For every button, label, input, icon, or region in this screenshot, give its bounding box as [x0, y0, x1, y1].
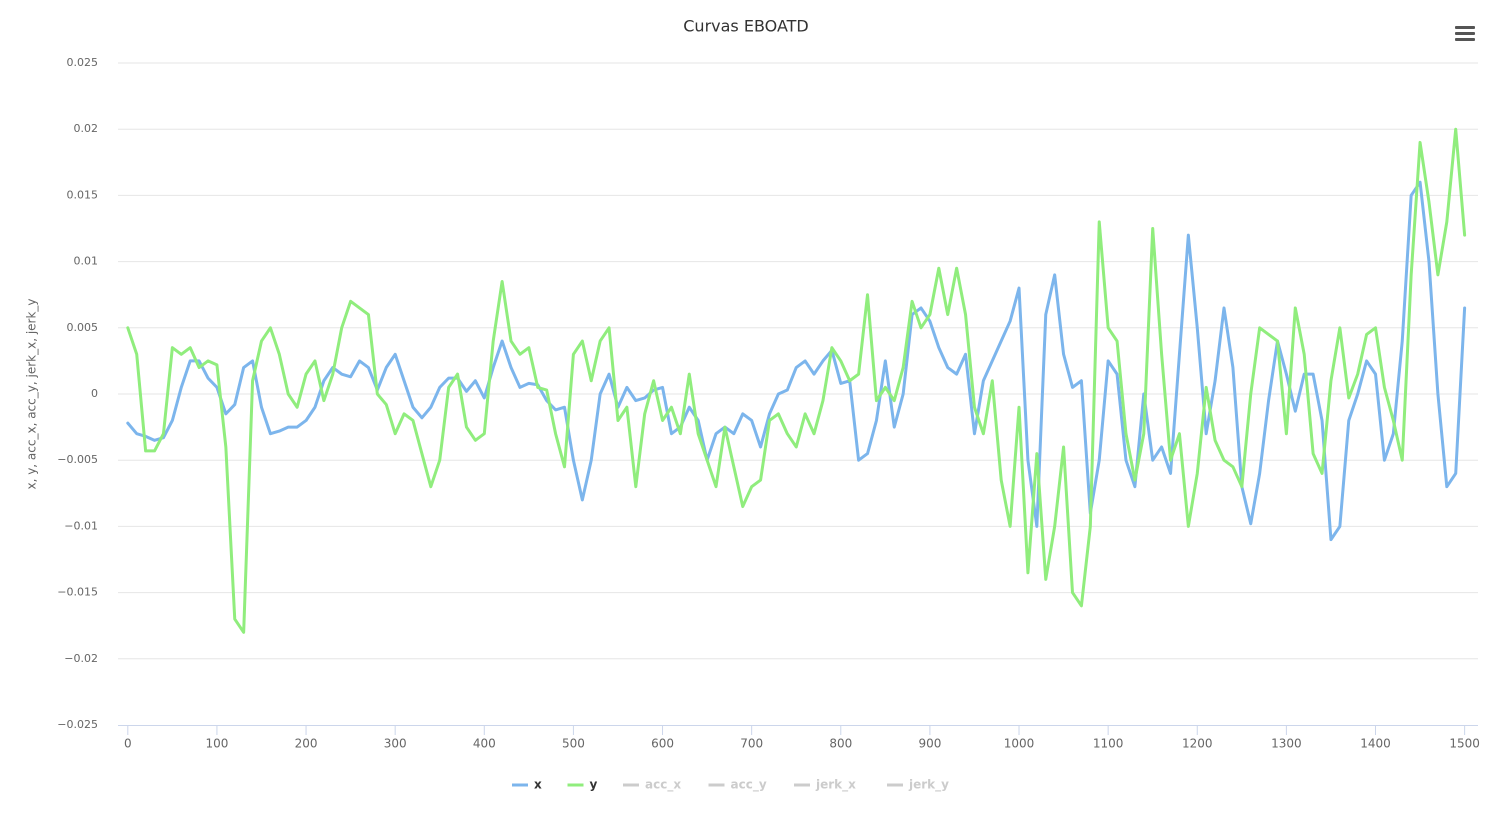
x-tick-label: 800: [829, 737, 852, 751]
legend-item[interactable]: acc_x: [623, 778, 681, 793]
y-tick-label: 0.01: [74, 255, 99, 268]
x-tick-label: 1100: [1093, 737, 1124, 751]
x-tick-label: 0: [124, 737, 132, 751]
x-tick-label: 200: [295, 737, 318, 751]
x-tick-label: 300: [384, 737, 407, 751]
y-tick-label: 0.025: [67, 56, 99, 69]
y-tick-label: 0.005: [67, 321, 99, 334]
series-line: [126, 127, 1467, 634]
y-axis-title: x, y, acc_x, acc_y, jerk_x, jerk_y: [25, 298, 39, 489]
legend-label: acc_y: [731, 778, 767, 793]
y-tick-label: −0.025: [57, 718, 98, 731]
y-tick-label: 0.02: [74, 122, 99, 135]
menu-button[interactable]: [1455, 26, 1475, 41]
x-tick-label: 900: [918, 737, 941, 751]
x-tick-label: 1500: [1449, 737, 1480, 751]
x-tick-label: 1000: [1004, 737, 1035, 751]
y-tick-label: 0: [91, 387, 98, 400]
legend-item[interactable]: y: [567, 778, 598, 792]
legend-label: x: [534, 778, 542, 792]
chart-title: Curvas EBOATD: [683, 17, 809, 36]
legend-label: jerk_y: [908, 778, 949, 793]
legend-label: jerk_x: [815, 778, 856, 793]
legend-item[interactable]: x: [512, 778, 542, 792]
x-tick-label: 400: [473, 737, 496, 751]
x-tick-label: 1400: [1360, 737, 1391, 751]
x-tick-label: 600: [651, 737, 674, 751]
y-tick-label: 0.015: [67, 188, 99, 201]
y-tick-label: −0.005: [57, 453, 98, 466]
y-tick-label: −0.015: [57, 586, 98, 599]
legend-item[interactable]: acc_y: [708, 778, 767, 793]
legend-item[interactable]: jerk_x: [794, 778, 856, 793]
legend-label: y: [590, 778, 598, 792]
x-tick-label: 700: [740, 737, 763, 751]
series-line: [126, 180, 1467, 542]
y-tick-label: −0.02: [64, 652, 98, 665]
x-tick-label: 100: [205, 737, 228, 751]
x-tick-label: 1200: [1182, 737, 1213, 751]
legend-item[interactable]: jerk_y: [887, 778, 949, 793]
x-tick-label: 500: [562, 737, 585, 751]
x-tick-label: 1300: [1271, 737, 1302, 751]
legend-label: acc_x: [645, 778, 681, 793]
y-tick-label: −0.01: [64, 519, 98, 532]
